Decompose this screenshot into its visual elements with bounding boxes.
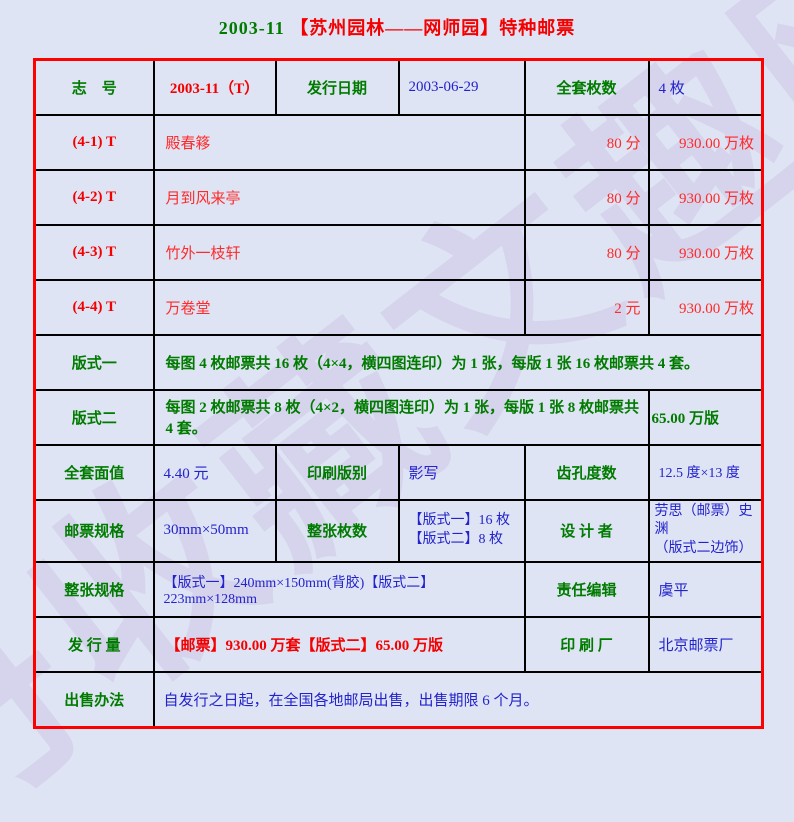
format1-description: 每图 4 枚邮票共 16 枚（4×4，横四图连印）为 1 张，每版 1 张 16… bbox=[152, 333, 764, 391]
issue-date-value: 2003-06-29 bbox=[397, 58, 526, 116]
sheet-count-label: 整张枚数 bbox=[274, 498, 400, 564]
perforation-value: 12.5 度×13 度 bbox=[647, 443, 764, 501]
face-value: 4.40 元 bbox=[152, 443, 277, 501]
stamp-name: 万卷堂 bbox=[152, 278, 526, 336]
table-row-sheet-size: 整张规格 【版式一】240mm×150mm(背胶)【版式二】223mm×128m… bbox=[33, 561, 764, 619]
table-row-issue-quantity: 发 行 量 【邮票】930.00 万套【版式二】65.00 万版 印 刷 厂 北… bbox=[33, 616, 764, 674]
table-row-stamp-4: (4-4) T 万卷堂 2 元 930.00 万枚 bbox=[33, 278, 764, 336]
printing-method-value: 影写 bbox=[397, 443, 526, 501]
catalog-number-value: 2003-11（T） bbox=[152, 58, 277, 116]
table-row-format-2: 版式二 每图 2 枚邮票共 8 枚（4×2，横四图连印）为 1 张，每版 1 张… bbox=[33, 388, 764, 446]
sheet-size-label: 整张规格 bbox=[33, 561, 155, 619]
sheet-size-value: 【版式一】240mm×150mm(背胶)【版式二】223mm×128mm bbox=[152, 561, 526, 619]
stamp-info-table: 志 号 2003-11（T） 发行日期 2003-06-29 全套枚数 4 枚 … bbox=[33, 58, 764, 729]
table-row-stamp-2: (4-2) T 月到风来亭 80 分 930.00 万枚 bbox=[33, 168, 764, 226]
set-count-value: 4 枚 bbox=[647, 58, 764, 116]
printer-label: 印 刷 厂 bbox=[523, 616, 650, 674]
catalog-number-label: 志 号 bbox=[33, 58, 155, 116]
table-row-sale-method: 出售办法 自发行之日起，在全国各地邮局出售，出售期限 6 个月。 bbox=[33, 671, 764, 729]
stamp-quantity: 930.00 万枚 bbox=[647, 278, 764, 336]
sale-method-label: 出售办法 bbox=[33, 671, 155, 729]
table-row-stamp-1: (4-1) T 殿春簃 80 分 930.00 万枚 bbox=[33, 113, 764, 171]
perforation-label: 齿孔度数 bbox=[523, 443, 650, 501]
designer-value: 劳思（邮票）史渊 （版式二边饰） bbox=[647, 498, 764, 564]
format2-description: 每图 2 枚邮票共 8 枚（4×2，横四图连印）为 1 张，每版 1 张 8 枚… bbox=[152, 388, 650, 446]
stamp-denomination: 80 分 bbox=[523, 168, 650, 226]
editor-value: 虞平 bbox=[647, 561, 764, 619]
stamp-quantity: 930.00 万枚 bbox=[647, 168, 764, 226]
stamp-size-label: 邮票规格 bbox=[33, 498, 155, 564]
sheet-count-value: 【版式一】16 枚 【版式二】8 枚 bbox=[397, 498, 526, 564]
table-row-format-1: 版式一 每图 4 枚邮票共 16 枚（4×4，横四图连印）为 1 张，每版 1 … bbox=[33, 333, 764, 391]
stamp-name: 竹外一枝轩 bbox=[152, 223, 526, 281]
page-title-name: 【苏州园林——网师园】特种邮票 bbox=[290, 18, 576, 38]
editor-label: 责任编辑 bbox=[523, 561, 650, 619]
format2-quantity: 65.00 万版 bbox=[647, 388, 764, 446]
printer-value: 北京邮票厂 bbox=[647, 616, 764, 674]
sale-method-value: 自发行之日起，在全国各地邮局出售，出售期限 6 个月。 bbox=[152, 671, 764, 729]
table-row-catalog: 志 号 2003-11（T） 发行日期 2003-06-29 全套枚数 4 枚 bbox=[33, 58, 764, 116]
designer-label: 设 计 者 bbox=[523, 498, 650, 564]
stamp-code: (4-3) T bbox=[33, 223, 155, 281]
issue-quantity-value: 【邮票】930.00 万套【版式二】65.00 万版 bbox=[152, 616, 526, 674]
stamp-code: (4-4) T bbox=[33, 278, 155, 336]
stamp-code: (4-2) T bbox=[33, 168, 155, 226]
table-row-face-value: 全套面值 4.40 元 印刷版别 影写 齿孔度数 12.5 度×13 度 bbox=[33, 443, 764, 501]
stamp-size-value: 30mm×50mm bbox=[152, 498, 277, 564]
page-title: 2003-11 【苏州园林——网师园】特种邮票 bbox=[0, 14, 794, 40]
format1-label: 版式一 bbox=[33, 333, 155, 391]
stamp-name: 殿春簃 bbox=[152, 113, 526, 171]
issue-quantity-label: 发 行 量 bbox=[33, 616, 155, 674]
format2-label: 版式二 bbox=[33, 388, 155, 446]
table-row-stamp-3: (4-3) T 竹外一枝轩 80 分 930.00 万枚 bbox=[33, 223, 764, 281]
stamp-name: 月到风来亭 bbox=[152, 168, 526, 226]
stamp-denomination: 80 分 bbox=[523, 223, 650, 281]
set-count-label: 全套枚数 bbox=[523, 58, 650, 116]
issue-date-label: 发行日期 bbox=[274, 58, 400, 116]
stamp-code: (4-1) T bbox=[33, 113, 155, 171]
stamp-quantity: 930.00 万枚 bbox=[647, 113, 764, 171]
table-row-stamp-size: 邮票规格 30mm×50mm 整张枚数 【版式一】16 枚 【版式二】8 枚 设… bbox=[33, 498, 764, 564]
page-title-code: 2003-11 bbox=[218, 18, 285, 38]
stamp-denomination: 2 元 bbox=[523, 278, 650, 336]
printing-method-label: 印刷版别 bbox=[274, 443, 400, 501]
stamp-denomination: 80 分 bbox=[523, 113, 650, 171]
face-value-label: 全套面值 bbox=[33, 443, 155, 501]
stamp-quantity: 930.00 万枚 bbox=[647, 223, 764, 281]
